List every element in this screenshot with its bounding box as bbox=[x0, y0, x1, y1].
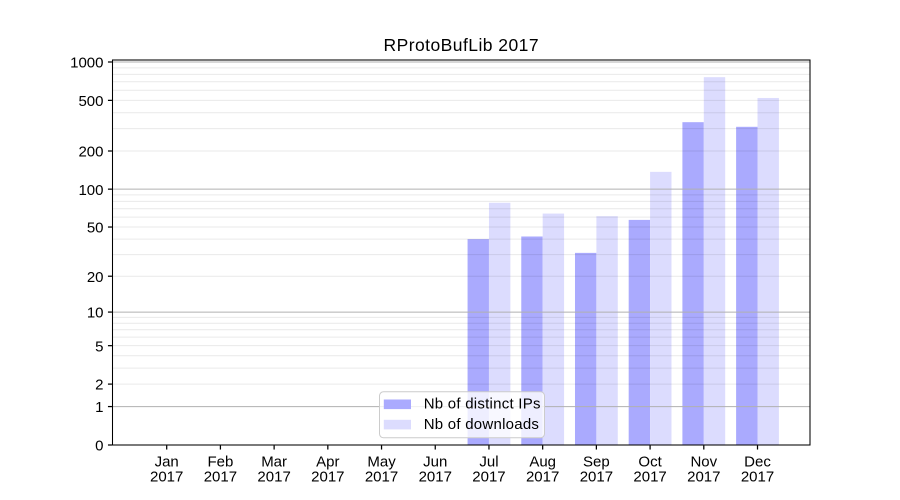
svg-text:Dec: Dec bbox=[744, 454, 771, 471]
svg-text:200: 200 bbox=[78, 144, 103, 161]
svg-text:2017: 2017 bbox=[580, 469, 613, 486]
svg-text:Oct: Oct bbox=[638, 454, 662, 471]
svg-text:500: 500 bbox=[78, 93, 103, 110]
svg-text:Apr: Apr bbox=[316, 454, 339, 471]
svg-text:1: 1 bbox=[95, 399, 103, 416]
svg-text:Jun: Jun bbox=[423, 454, 447, 471]
svg-text:2017: 2017 bbox=[741, 469, 774, 486]
svg-text:10: 10 bbox=[87, 305, 104, 322]
svg-text:2017: 2017 bbox=[419, 469, 452, 486]
svg-text:2017: 2017 bbox=[257, 469, 290, 486]
svg-text:Aug: Aug bbox=[529, 454, 556, 471]
svg-text:1000: 1000 bbox=[70, 55, 103, 72]
svg-text:Sep: Sep bbox=[583, 454, 610, 471]
svg-text:RProtoBufLib 2017: RProtoBufLib 2017 bbox=[383, 35, 539, 55]
svg-text:2: 2 bbox=[95, 377, 103, 394]
svg-text:Jan: Jan bbox=[155, 454, 179, 471]
svg-text:20: 20 bbox=[87, 269, 104, 286]
svg-text:2017: 2017 bbox=[633, 469, 666, 486]
svg-text:50: 50 bbox=[87, 220, 104, 237]
svg-text:2017: 2017 bbox=[472, 469, 505, 486]
svg-text:Feb: Feb bbox=[207, 454, 233, 471]
svg-text:Nb of downloads: Nb of downloads bbox=[424, 416, 540, 433]
svg-text:Nov: Nov bbox=[690, 454, 717, 471]
svg-text:2017: 2017 bbox=[204, 469, 237, 486]
svg-text:2017: 2017 bbox=[526, 469, 559, 486]
svg-text:100: 100 bbox=[78, 182, 103, 199]
svg-text:Nb of distinct IPs: Nb of distinct IPs bbox=[424, 396, 541, 413]
svg-text:Jul: Jul bbox=[479, 454, 498, 471]
svg-text:0: 0 bbox=[95, 438, 103, 455]
svg-text:2017: 2017 bbox=[365, 469, 398, 486]
svg-text:2017: 2017 bbox=[150, 469, 183, 486]
svg-text:2017: 2017 bbox=[687, 469, 720, 486]
svg-text:May: May bbox=[367, 454, 396, 471]
svg-text:2017: 2017 bbox=[311, 469, 344, 486]
svg-text:Mar: Mar bbox=[261, 454, 287, 471]
svg-text:5: 5 bbox=[95, 338, 103, 355]
